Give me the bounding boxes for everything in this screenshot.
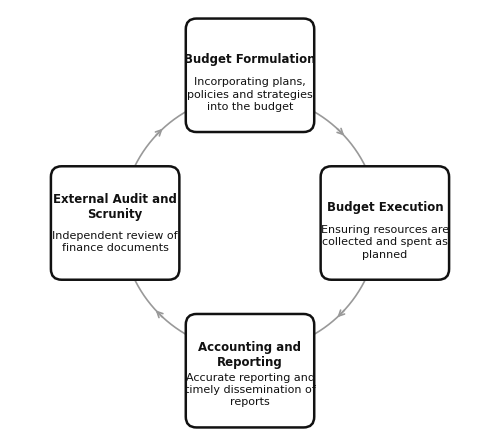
- FancyBboxPatch shape: [186, 314, 314, 427]
- Text: Budget Execution: Budget Execution: [326, 201, 443, 214]
- FancyBboxPatch shape: [320, 166, 449, 280]
- Text: Accounting and
Reporting: Accounting and Reporting: [198, 341, 302, 369]
- Text: Incorporating plans,
policies and strategies
into the budget: Incorporating plans, policies and strate…: [187, 77, 313, 112]
- Text: Ensuring resources are
collected and spent as
planned: Ensuring resources are collected and spe…: [321, 225, 449, 260]
- Text: Accurate reporting and
timely dissemination of
reports: Accurate reporting and timely disseminat…: [184, 372, 316, 407]
- Text: Budget Formulation: Budget Formulation: [184, 53, 316, 66]
- Text: External Audit and
Scrunity: External Audit and Scrunity: [53, 193, 177, 221]
- Text: Independent review of
finance documents: Independent review of finance documents: [52, 231, 178, 253]
- FancyBboxPatch shape: [186, 19, 314, 132]
- FancyBboxPatch shape: [51, 166, 180, 280]
